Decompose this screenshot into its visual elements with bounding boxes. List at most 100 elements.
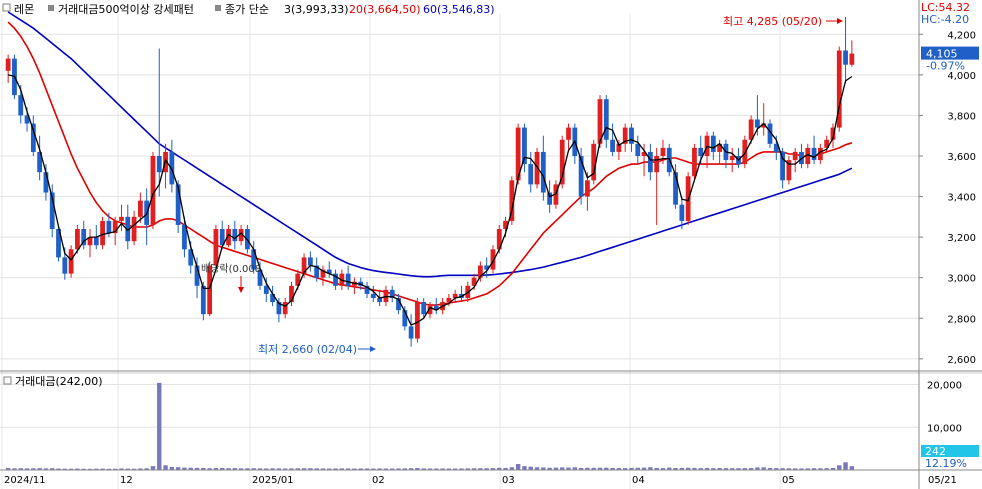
volume-bar <box>138 468 143 470</box>
volume-bar <box>327 468 332 470</box>
volume-bar <box>490 468 496 470</box>
candle-body <box>433 306 439 311</box>
volume-bar <box>692 467 697 470</box>
ma60-path <box>7 11 853 278</box>
candle-body <box>522 127 527 165</box>
date-label: 05 <box>782 475 795 486</box>
candle-body <box>635 143 641 156</box>
candle-body <box>578 155 584 197</box>
date-label: 03 <box>502 475 515 486</box>
volume-bar <box>352 468 357 470</box>
candle-body <box>219 229 225 246</box>
volume-bar <box>553 467 559 470</box>
volume-bar <box>667 467 672 470</box>
candle-body <box>182 224 187 250</box>
current-change: -0.97% <box>926 60 965 73</box>
candle-body <box>282 302 288 315</box>
candle-body <box>137 200 143 217</box>
candle-body <box>515 127 521 181</box>
volume-bar <box>704 467 710 470</box>
volume-change: 12.19% <box>925 457 967 470</box>
volume-bar <box>610 467 615 470</box>
price-tick-label: 3,400 <box>947 193 976 204</box>
volume-bar <box>616 468 622 470</box>
volume-bar <box>459 468 464 470</box>
candle-body <box>87 237 93 246</box>
volume-bar <box>364 468 370 470</box>
volume-bar <box>497 467 502 470</box>
candle-body <box>849 53 855 65</box>
candle-body <box>251 249 257 270</box>
candle-body <box>805 147 811 165</box>
volume-bar <box>591 467 596 470</box>
volume-bar <box>232 468 238 470</box>
volume-bar <box>112 468 118 470</box>
candle-body <box>100 220 105 246</box>
volume-bar <box>786 468 792 470</box>
volume-bar <box>276 468 282 470</box>
date-label: 12 <box>120 475 133 486</box>
volume-bar <box>515 464 521 470</box>
candle-body <box>408 326 414 339</box>
volume-bar <box>301 468 307 470</box>
candle-body <box>200 285 206 315</box>
high-annotation: 최고 4,285 (05/20) <box>723 15 822 28</box>
volume-bar <box>295 468 300 470</box>
volume-bar <box>629 467 634 470</box>
candle-body <box>43 172 49 193</box>
volume-current: 242 <box>925 445 946 458</box>
volume-bar <box>723 468 729 470</box>
candle-body <box>188 249 194 266</box>
volume-tick-label: 10,000 <box>927 423 962 434</box>
candle-body <box>786 160 792 181</box>
candle-body <box>591 143 597 181</box>
legend-square-icon <box>48 5 54 11</box>
candle-body <box>830 127 836 140</box>
candle-body <box>377 297 383 303</box>
price-tick-label: 3,000 <box>947 274 976 285</box>
volume-bar <box>402 468 408 470</box>
candle-body <box>37 151 43 173</box>
volume-tick-label: 20,000 <box>927 381 962 392</box>
candle-body <box>761 123 767 128</box>
ex-dividend-arrow-head <box>238 287 244 293</box>
candle-body <box>68 249 74 274</box>
volume-bar <box>560 467 565 470</box>
candle-body <box>427 306 433 315</box>
candle-body <box>773 143 779 152</box>
legend-box-icon <box>2 3 11 12</box>
volume-bar <box>824 468 829 470</box>
volume-bar <box>748 468 754 470</box>
price-tick-label: 4,000 <box>947 71 976 82</box>
volume-bar <box>528 466 533 470</box>
volume-bar <box>50 468 55 470</box>
volume-bar <box>182 467 187 470</box>
volume-bar <box>742 468 748 470</box>
candle-body <box>213 229 219 266</box>
volume-bar <box>767 467 773 470</box>
volume-bar <box>408 468 414 470</box>
candle-body <box>811 147 817 161</box>
candle-body <box>112 220 118 234</box>
high-arrow-head <box>837 18 843 24</box>
lc-label: LC:54.32 <box>921 1 970 14</box>
candle-body <box>484 265 490 270</box>
candle-body <box>383 289 389 303</box>
volume-bar <box>434 468 439 470</box>
volume-bar <box>62 468 68 470</box>
price-tick-label: 2,600 <box>947 355 976 366</box>
volume-bar <box>37 468 42 470</box>
volume-bar <box>18 468 23 470</box>
volume-bar <box>87 468 93 470</box>
legend-square-icon <box>215 5 221 11</box>
candle-body <box>402 310 408 327</box>
candle-body <box>24 115 30 124</box>
candle-body <box>817 147 823 161</box>
volume-bar <box>717 468 722 470</box>
candle-body <box>49 192 55 230</box>
candle-body <box>119 216 124 221</box>
volume-bar <box>119 468 124 470</box>
candle-body <box>276 302 282 315</box>
volume-bar <box>685 467 691 470</box>
